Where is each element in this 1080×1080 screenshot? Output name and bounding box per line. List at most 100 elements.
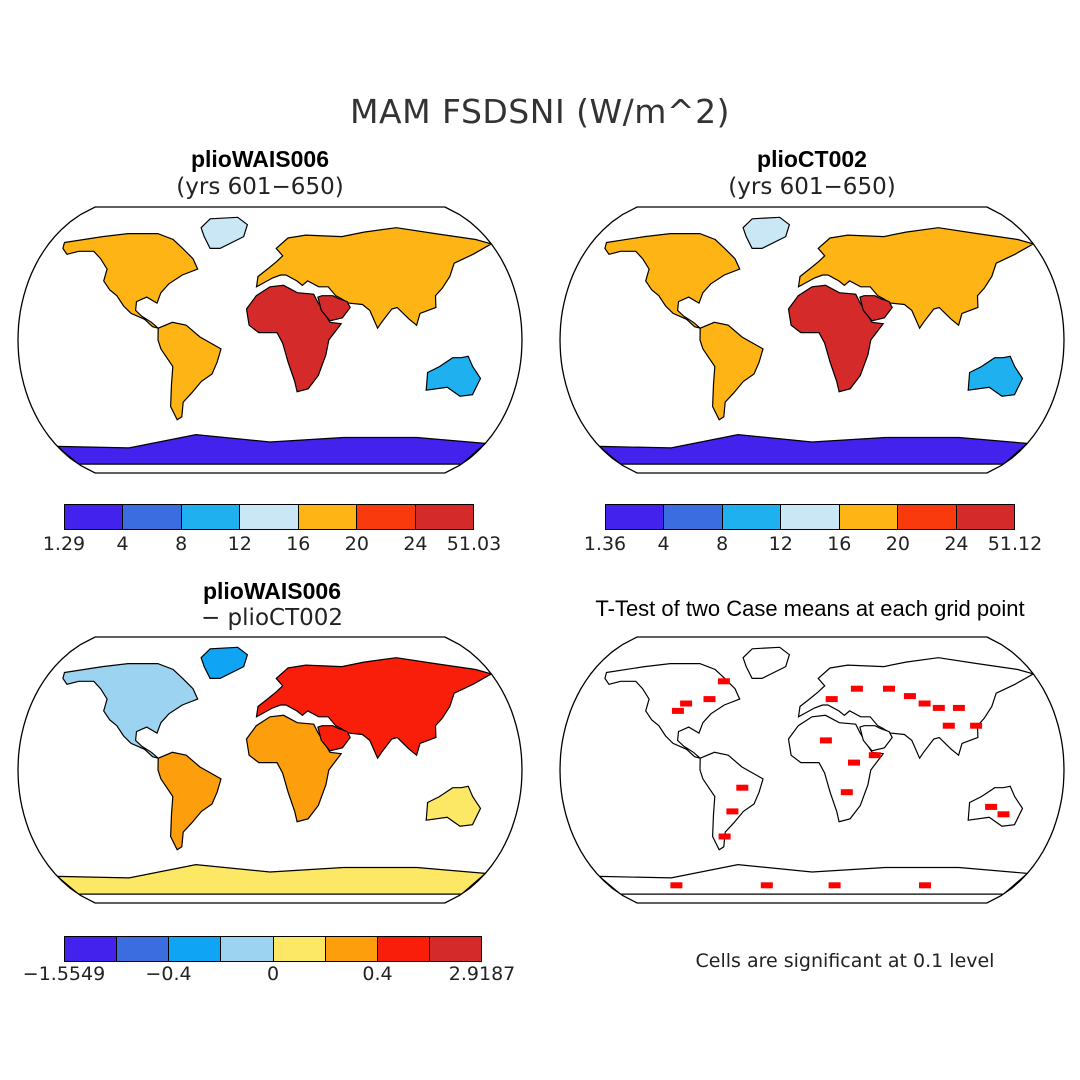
significant-cell xyxy=(970,722,983,729)
landmass-greenland xyxy=(742,216,791,249)
colorbar-swatch xyxy=(722,505,782,529)
significant-cell xyxy=(670,882,683,889)
colorbar-tick-label: 4 xyxy=(116,533,129,555)
colorbar-tick-label: −1.5549 xyxy=(22,963,106,985)
landmass-greenland xyxy=(200,646,249,679)
landmass-south_america xyxy=(157,321,222,421)
significant-cell xyxy=(718,833,731,840)
colorbar-swatch xyxy=(664,505,723,529)
colorbar-tick-label: 16 xyxy=(286,533,311,555)
colorbar-top-left xyxy=(64,504,474,530)
map-top-right xyxy=(559,206,1065,474)
significant-cell xyxy=(819,737,832,744)
landmass-antarctica xyxy=(597,863,1029,895)
panel-subtitle-bottom-left: − plioCT002 xyxy=(200,605,344,631)
panel-subtitle-top-right: (yrs 601−650) xyxy=(728,174,896,200)
significant-cell xyxy=(671,707,684,714)
landmass-australia xyxy=(967,355,1024,397)
landmass-australia xyxy=(425,785,482,827)
significant-cell xyxy=(985,803,998,810)
significant-cell xyxy=(736,784,749,791)
figure-title: MAM FSDSNI (W/m^2) xyxy=(350,92,730,131)
colorbar-swatch xyxy=(781,505,840,529)
colorbar-swatch xyxy=(415,505,473,529)
colorbar-swatch xyxy=(169,937,222,961)
landmass-antarctica xyxy=(597,433,1029,465)
landmass-eurasia xyxy=(797,227,1035,330)
significant-cell xyxy=(883,685,895,692)
landmass-africa xyxy=(245,714,343,823)
significant-cell xyxy=(850,685,863,692)
colorbar-tick-label: 4 xyxy=(657,533,670,555)
significant-cell xyxy=(919,882,931,889)
landmass-north_america xyxy=(604,233,741,329)
significant-cell xyxy=(903,693,916,700)
colorbar-bottom-left xyxy=(64,936,482,962)
map-bottom-left xyxy=(17,636,523,904)
panel-title-bottom-left: plioWAIS006 xyxy=(202,578,342,604)
panel-title-bottom-right: T-Test of two Case means at each grid po… xyxy=(595,596,1025,621)
map-top-left xyxy=(17,206,523,474)
landmass-africa xyxy=(245,284,343,393)
landmass-north_america xyxy=(62,233,199,329)
colorbar-swatch xyxy=(273,937,326,961)
landmass-africa xyxy=(787,714,885,823)
colorbar-swatch xyxy=(240,505,299,529)
colorbar-tick-label: 51.03 xyxy=(446,533,502,555)
landmass-greenland xyxy=(742,646,791,679)
landmass-greenland xyxy=(200,216,249,249)
landmass-eurasia xyxy=(255,227,493,330)
landmass-arabia xyxy=(317,725,351,752)
significant-cell xyxy=(997,811,1010,818)
colorbar-tick-label: 0 xyxy=(266,963,280,985)
colorbar-tick-label: 20 xyxy=(344,533,369,555)
colorbar-swatch xyxy=(123,505,182,529)
colorbar-swatch xyxy=(357,505,416,529)
colorbar-swatch xyxy=(298,505,358,529)
map-bottom-right xyxy=(559,636,1065,904)
panel-title-top-right: plioCT002 xyxy=(757,146,867,172)
colorbar-swatch xyxy=(325,937,378,961)
colorbar-swatch xyxy=(65,505,124,529)
colorbar-swatch xyxy=(606,505,665,529)
colorbar-tick-label: 51.12 xyxy=(987,533,1043,555)
significant-cell xyxy=(868,752,881,759)
panel-title-top-left: plioWAIS006 xyxy=(190,146,330,172)
landmass-south_america xyxy=(699,321,764,421)
colorbar-swatch xyxy=(65,937,118,961)
colorbar-swatch xyxy=(839,505,899,529)
landmass-eurasia xyxy=(797,657,1035,760)
colorbar-tick-label: 8 xyxy=(175,533,188,555)
panel-subtitle-top-left: (yrs 601−650) xyxy=(176,174,344,200)
landmass-south_america xyxy=(699,751,764,851)
colorbar-tick-label: 2.9187 xyxy=(448,963,516,985)
landmass-antarctica xyxy=(55,863,487,895)
landmass-australia xyxy=(425,355,482,397)
significant-cell xyxy=(726,808,739,815)
colorbar-swatch xyxy=(377,937,430,961)
colorbar-tick-label: 20 xyxy=(885,533,910,555)
landmass-antarctica xyxy=(55,433,487,465)
colorbar-tick-label: 12 xyxy=(227,533,252,555)
colorbar-top-right xyxy=(605,504,1015,530)
significant-cell xyxy=(680,700,693,707)
colorbar-swatch xyxy=(221,937,274,961)
colorbar-swatch xyxy=(898,505,957,529)
significant-cell xyxy=(825,696,838,703)
colorbar-tick-label: 0.4 xyxy=(362,963,393,985)
landmass-north_america xyxy=(62,663,199,759)
colorbar-swatch xyxy=(181,505,241,529)
significant-cell xyxy=(840,789,853,796)
colorbar-tick-label: 12 xyxy=(768,533,793,555)
colorbar-tick-label: 8 xyxy=(716,533,729,555)
colorbar-swatch xyxy=(429,937,481,961)
significant-cell xyxy=(952,704,965,711)
map-border xyxy=(559,636,1065,904)
significant-cell xyxy=(942,722,955,729)
colorbar-swatch xyxy=(956,505,1014,529)
significant-cell xyxy=(703,696,716,703)
significant-cell xyxy=(848,759,860,766)
landmass-south_america xyxy=(157,751,222,851)
landmass-arabia xyxy=(859,725,893,752)
colorbar-tick-label: 1.36 xyxy=(583,533,627,555)
